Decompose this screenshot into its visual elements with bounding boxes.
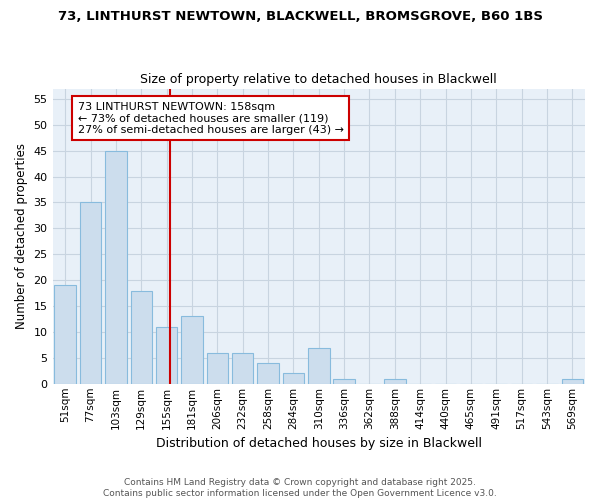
Bar (206, 352, 228, 384)
Text: 73, LINTHURST NEWTOWN, BLACKWELL, BROMSGROVE, B60 1BS: 73, LINTHURST NEWTOWN, BLACKWELL, BROMSG… (58, 10, 542, 23)
Text: Contains HM Land Registry data © Crown copyright and database right 2025.
Contai: Contains HM Land Registry data © Crown c… (103, 478, 497, 498)
Bar (257, 363, 279, 384)
Bar (308, 348, 329, 384)
Bar (232, 352, 253, 384)
Bar (80, 202, 101, 384)
Bar (55, 286, 76, 384)
Y-axis label: Number of detached properties: Number of detached properties (15, 143, 28, 329)
Bar (283, 374, 304, 384)
Bar (105, 150, 127, 384)
Bar (181, 316, 203, 384)
Text: 73 LINTHURST NEWTOWN: 158sqm
← 73% of detached houses are smaller (119)
27% of s: 73 LINTHURST NEWTOWN: 158sqm ← 73% of de… (78, 102, 344, 134)
Bar (384, 378, 406, 384)
Bar (562, 378, 583, 384)
Bar (131, 290, 152, 384)
Title: Size of property relative to detached houses in Blackwell: Size of property relative to detached ho… (140, 73, 497, 86)
Bar (156, 327, 178, 384)
Bar (334, 378, 355, 384)
X-axis label: Distribution of detached houses by size in Blackwell: Distribution of detached houses by size … (156, 437, 482, 450)
